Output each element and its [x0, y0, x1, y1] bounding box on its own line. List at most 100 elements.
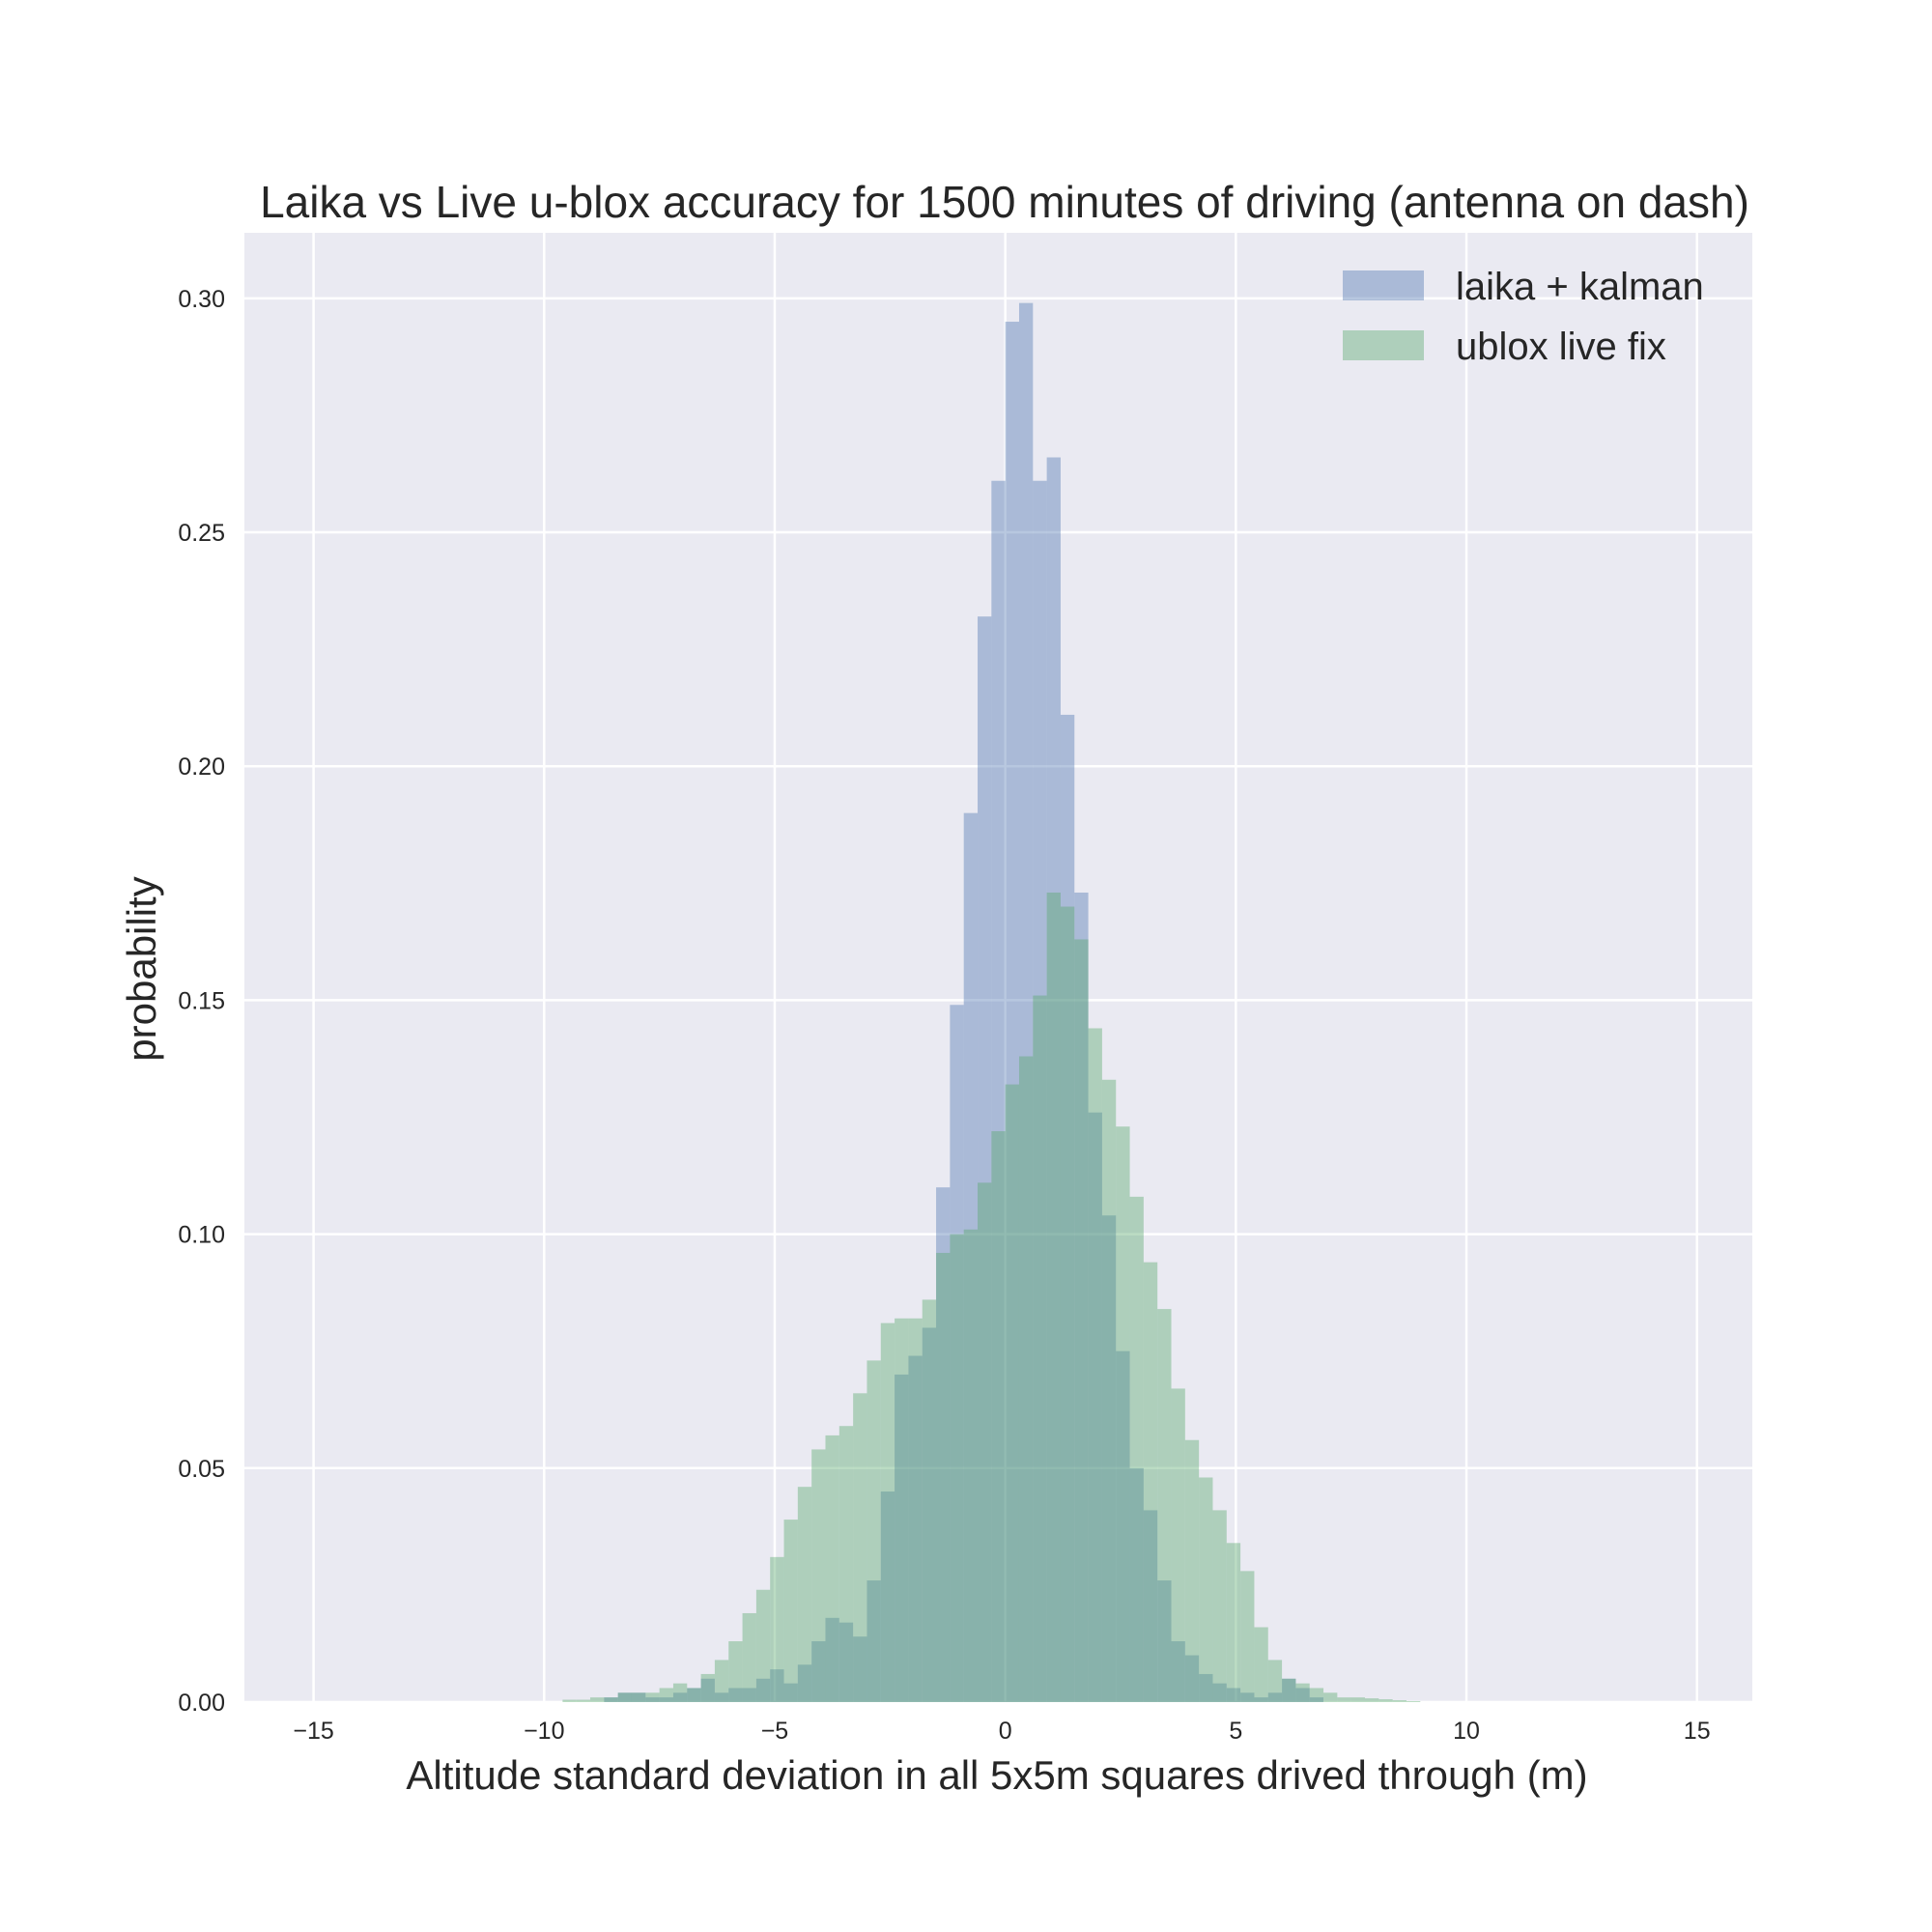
y-tick-label: 0.05	[178, 1456, 225, 1483]
histogram-bar	[672, 1683, 688, 1702]
histogram-bar	[1337, 1697, 1351, 1702]
legend: laika + kalman ublox live fix	[1343, 266, 1704, 368]
histogram-bar	[1184, 1439, 1200, 1702]
histogram-bar	[645, 1697, 660, 1702]
histogram-bar	[1212, 1510, 1227, 1702]
histogram-bar	[1212, 1683, 1227, 1702]
histogram-bar	[1005, 1084, 1019, 1702]
histogram-bar	[1060, 714, 1075, 1702]
histogram-bar	[700, 1678, 715, 1702]
y-tick-label: 0.30	[178, 286, 225, 313]
histogram-bar	[1295, 1683, 1310, 1702]
x-tick-label: −5	[761, 1718, 789, 1745]
legend-swatch-laika	[1343, 270, 1424, 300]
x-tick-label: 5	[1229, 1718, 1242, 1745]
histogram-bar	[576, 1699, 591, 1702]
histogram-bar	[922, 1327, 937, 1702]
histogram-bar	[742, 1612, 756, 1702]
histogram-bar	[838, 1622, 854, 1702]
histogram-bar	[991, 480, 1006, 1703]
histogram-bar	[617, 1692, 632, 1702]
histogram-bar	[617, 1692, 632, 1702]
histogram-bar	[1199, 1477, 1213, 1702]
histogram-bar	[825, 1435, 839, 1702]
histogram-bar	[838, 1426, 854, 1702]
histogram-bar	[1240, 1692, 1255, 1702]
histogram-bar	[728, 1688, 743, 1702]
histogram-bar	[1240, 1571, 1255, 1702]
histogram-bar	[645, 1692, 660, 1702]
histogram-bar	[1282, 1678, 1296, 1702]
histogram-bar	[1392, 1700, 1406, 1702]
histogram-bar	[1157, 1309, 1172, 1702]
y-tick-labels: 0.00 0.05 0.10 0.15 0.20 0.25 0.30	[178, 286, 225, 1717]
x-axis-label: Altitude standard deviation in all 5x5m …	[406, 1752, 1587, 1798]
histogram-bar	[1226, 1543, 1241, 1702]
histogram-bar	[825, 1617, 839, 1702]
histogram-bar	[1033, 995, 1047, 1702]
histogram-bar	[908, 1355, 923, 1702]
histogram-bar	[1018, 1056, 1034, 1702]
histogram-bar	[1074, 939, 1089, 1702]
y-tick-label: 0.00	[178, 1690, 225, 1717]
histogram-bar	[1101, 1215, 1117, 1702]
histogram-bar	[1101, 1079, 1117, 1702]
histogram-bar	[700, 1673, 715, 1702]
histogram-bar	[659, 1688, 673, 1702]
x-tick-label: 0	[999, 1718, 1012, 1745]
histogram-bar	[1088, 1112, 1102, 1702]
plot-area	[244, 233, 1752, 1702]
histogram-bar	[978, 1182, 992, 1702]
histogram-bar	[867, 1360, 881, 1702]
grid-lines	[244, 233, 1752, 1704]
histogram-bar	[1157, 1580, 1172, 1702]
y-tick-label: 0.10	[178, 1222, 225, 1249]
x-tick-label: −15	[293, 1718, 333, 1745]
histogram-bar	[1267, 1660, 1283, 1702]
histogram-bar	[1046, 892, 1061, 1702]
histogram-bar	[797, 1487, 812, 1702]
series-laika-kalman	[604, 302, 1324, 1703]
histogram-bar	[1033, 480, 1047, 1703]
histogram-bar	[950, 1005, 964, 1702]
y-tick-label: 0.15	[178, 987, 225, 1014]
y-tick-label: 0.25	[178, 520, 225, 547]
histogram-bar	[1378, 1699, 1393, 1702]
histogram-bar	[755, 1589, 771, 1702]
histogram-bar	[1060, 906, 1075, 1702]
histogram-bar	[770, 1556, 784, 1702]
histogram-bar	[687, 1688, 701, 1702]
histogram-bar	[783, 1683, 798, 1702]
series-ublox-live-fix	[562, 892, 1421, 1702]
histogram-bar	[687, 1688, 701, 1702]
histogram-bar	[1074, 892, 1089, 1702]
histogram-bar	[1116, 1350, 1130, 1702]
histogram-bar	[950, 1234, 964, 1702]
y-tick-label: 0.20	[178, 753, 225, 781]
legend-label-laika: laika + kalman	[1456, 266, 1704, 308]
histogram-bar	[978, 616, 992, 1702]
histogram-bar	[811, 1449, 826, 1702]
histogram-bar	[1171, 1641, 1185, 1702]
histogram-bar	[1088, 1028, 1102, 1702]
histogram-bar	[1323, 1692, 1338, 1702]
histogram-bar	[1254, 1627, 1268, 1702]
histogram-bar	[1143, 1510, 1158, 1702]
histogram-bar	[1018, 302, 1034, 1703]
histogram-bar	[1350, 1697, 1366, 1702]
histogram-bar	[1254, 1697, 1268, 1702]
y-axis-label: probability	[119, 876, 164, 1061]
histogram-bar	[963, 812, 979, 1702]
x-tick-label: −10	[524, 1718, 564, 1745]
histogram-bar	[1184, 1655, 1200, 1702]
histogram-bar	[1282, 1678, 1296, 1702]
histogram-bar	[797, 1664, 812, 1702]
histogram-bar	[853, 1393, 867, 1702]
histogram-bar	[853, 1636, 867, 1702]
histogram-bar	[1129, 1467, 1144, 1702]
histogram-bar	[1143, 1262, 1158, 1702]
histogram-bar	[991, 1131, 1006, 1702]
histogram-bar	[1309, 1697, 1324, 1702]
histogram-bar	[783, 1520, 798, 1702]
